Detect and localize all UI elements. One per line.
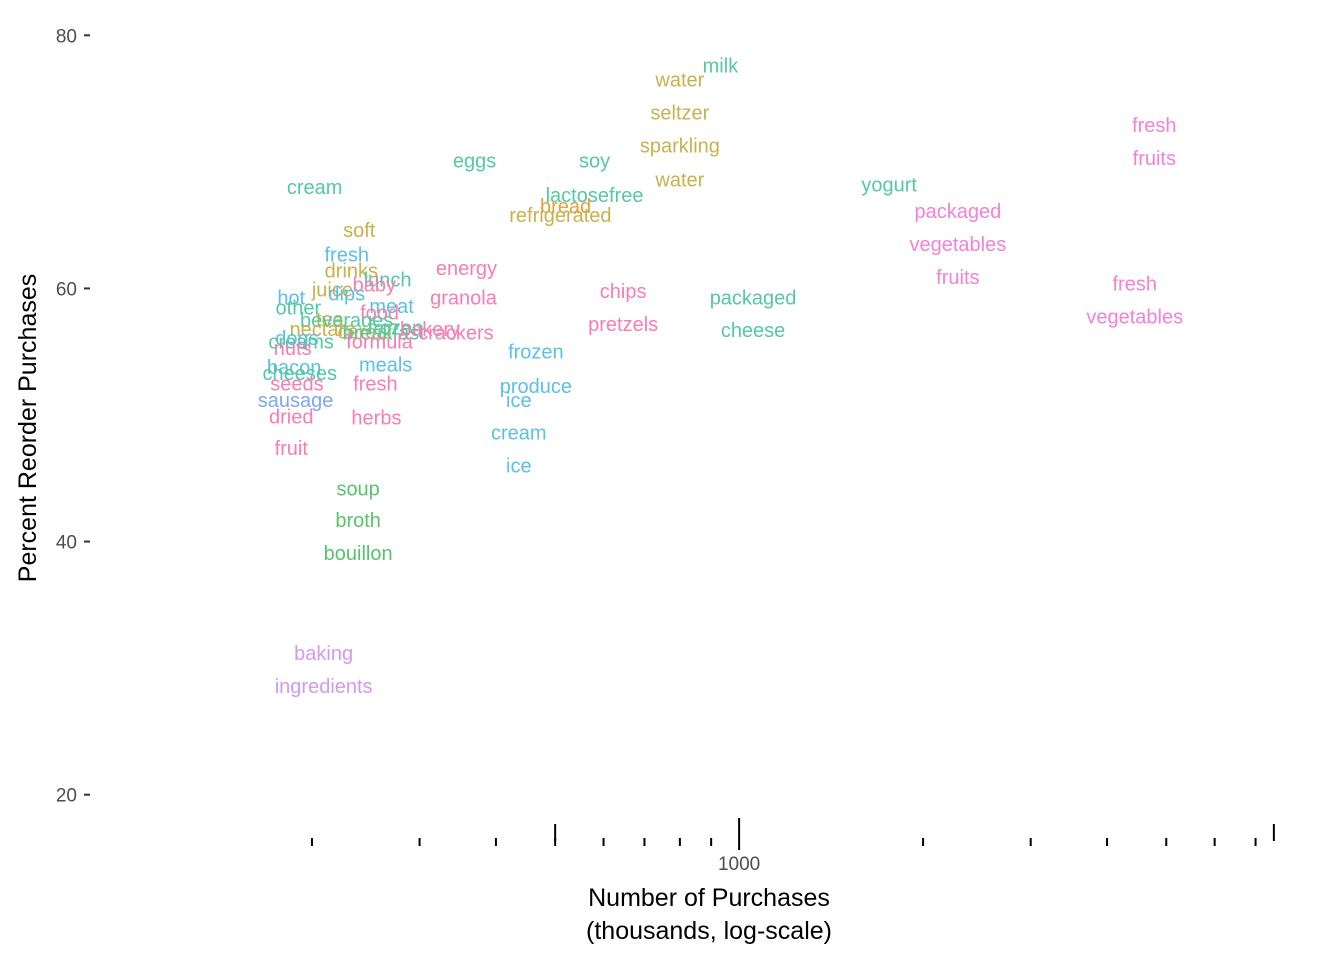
y-tick-label: 40 <box>56 533 77 554</box>
point-label-nectars: nectars <box>290 319 356 341</box>
point-label-yogurt: yogurt <box>861 175 917 197</box>
point-label-vegetables: vegetables <box>909 234 1006 256</box>
point-label-ice: ice <box>506 390 532 412</box>
y-tick-label: 60 <box>56 279 77 300</box>
point-label-dips: dips <box>328 284 365 306</box>
x-tick-label: 1000 <box>718 854 760 875</box>
point-label-ingredients: ingredients <box>275 676 373 698</box>
point-label-milk: milk <box>703 56 740 78</box>
point-label-fruit: fruit <box>275 438 309 460</box>
point-label-seltzer: seltzer <box>650 103 709 125</box>
point-label-eggs: eggs <box>453 151 496 173</box>
point-label-bacon: bacon <box>267 357 322 379</box>
point-label-herbs: herbs <box>351 408 401 430</box>
point-label-fresh: fresh <box>1132 115 1176 137</box>
y-axis: 20 40 60 80 <box>56 26 90 807</box>
point-label-vegetables: vegetables <box>1086 306 1183 328</box>
point-label-meat: meat <box>369 296 414 318</box>
point-label-cheeses: cheeses <box>262 363 337 385</box>
point-label-meals: meals <box>359 354 412 376</box>
point-label-frozen: frozen <box>368 318 424 340</box>
point-label-baking: baking <box>294 643 353 665</box>
point-label-cheese: cheese <box>721 320 786 342</box>
point-label-crackers: crackers <box>418 323 494 345</box>
point-label-beverages: beverages <box>300 310 393 332</box>
x-axis-title-line-1: Number of Purchases <box>588 884 830 912</box>
point-label-juice: juice <box>311 280 353 302</box>
point-label-creams: creams <box>268 332 334 354</box>
point-label-cream: cream <box>287 177 343 199</box>
point-label-formula: formula <box>346 332 414 354</box>
point-label-soy: soy <box>579 151 610 173</box>
point-label-hot: hot <box>277 287 305 309</box>
point-label-drinks: drinks <box>325 261 378 283</box>
point-label-packaged: packaged <box>914 201 1001 223</box>
point-label-dogs: dogs <box>275 328 318 350</box>
point-label-food: food <box>360 302 399 324</box>
point-label-baby: baby <box>353 275 396 297</box>
point-label-chips: chips <box>600 281 647 303</box>
point-label-produce: produce <box>500 376 572 398</box>
point-label-tea: tea <box>316 309 345 331</box>
point-label-dried: dried <box>269 406 313 428</box>
point-label-fresh: fresh <box>325 244 369 266</box>
point-label-cream: cream <box>491 423 547 445</box>
point-label-seeds: seeds <box>270 373 323 395</box>
point-label-lactosefree: lactosefree <box>546 185 644 207</box>
point-label-ice: ice <box>506 456 532 478</box>
point-label-breakfast: breakfast <box>342 323 425 345</box>
point-label-bouillon: bouillon <box>324 543 393 565</box>
point-label-granola: granola <box>430 287 498 309</box>
point-label-broth: broth <box>335 510 381 532</box>
x-axis-title-line-2: (thousands, log-scale) <box>586 917 832 945</box>
point-label-energy: energy <box>436 258 497 280</box>
point-label-lunch: lunch <box>364 270 412 292</box>
point-label-packaged: packaged <box>710 287 797 309</box>
point-label-sparkling: sparkling <box>640 135 720 157</box>
point-label-soup: soup <box>336 478 379 500</box>
point-label-nuts: nuts <box>274 338 312 360</box>
point-labels: milkwaterseltzersparklingwaterfreshfruit… <box>258 56 1183 698</box>
point-label-water: water <box>654 70 704 92</box>
point-label-fruits: fruits <box>936 267 979 289</box>
point-label-bread: bread <box>540 196 591 218</box>
point-label-pretzels: pretzels <box>588 314 658 336</box>
point-label-cereal: cereal <box>337 321 391 343</box>
y-tick-label: 20 <box>56 786 77 807</box>
point-label-water: water <box>654 170 704 192</box>
point-label-sausage: sausage <box>258 390 334 412</box>
x-axis: 1000 <box>310 818 1275 875</box>
point-label-other: other <box>276 297 322 319</box>
point-label-bakery: bakery <box>400 319 460 341</box>
point-label-frozen: frozen <box>508 342 564 364</box>
y-axis-title: Percent Reorder Purchases <box>14 274 42 582</box>
point-label-fruits: fruits <box>1133 148 1176 170</box>
point-label-fresh: fresh <box>1113 273 1157 295</box>
point-label-refrigerated: refrigerated <box>509 205 611 227</box>
y-tick-label: 80 <box>56 26 77 47</box>
point-label-soft: soft <box>343 220 376 242</box>
point-label-fresh: fresh <box>353 373 397 395</box>
